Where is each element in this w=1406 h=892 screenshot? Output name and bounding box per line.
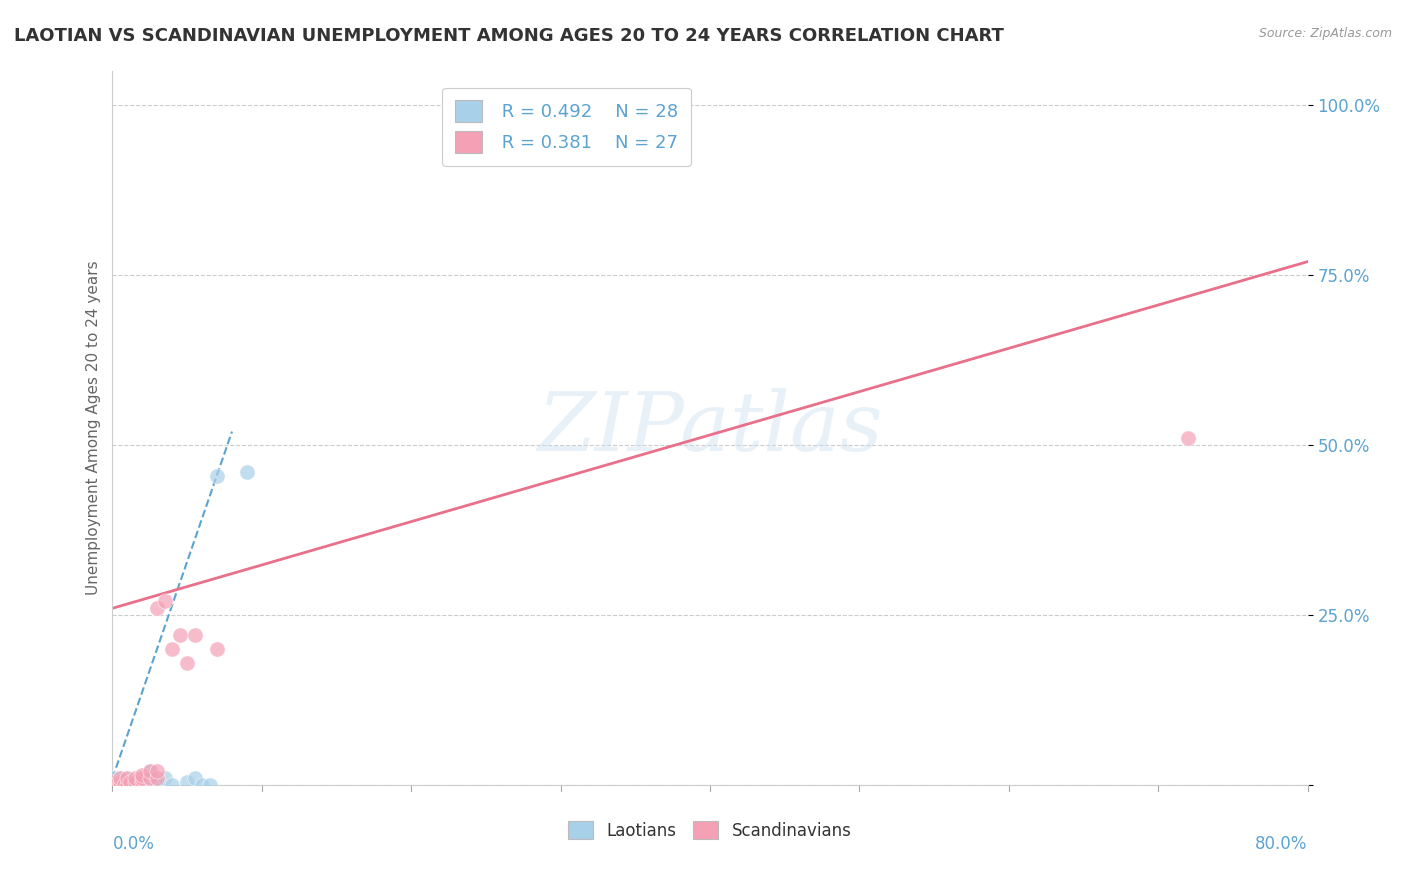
Point (236, 466, 259, 480)
Point (176, 774, 198, 789)
Y-axis label: Unemployment Among Ages 20 to 24 years: Unemployment Among Ages 20 to 24 years (86, 260, 101, 596)
Point (146, 771, 169, 785)
Point (146, 778, 169, 792)
Point (117, 778, 139, 792)
Point (108, 771, 131, 785)
Point (191, 778, 214, 792)
Point (131, 774, 153, 789)
Point (117, 771, 139, 785)
Point (111, 778, 134, 792)
Point (131, 778, 153, 792)
Point (131, 771, 153, 785)
Point (124, 771, 146, 785)
Point (104, 778, 127, 792)
Point (104, 778, 127, 792)
Point (146, 601, 169, 615)
Text: Source: ZipAtlas.com: Source: ZipAtlas.com (1258, 27, 1392, 40)
Point (117, 771, 139, 785)
Point (162, 642, 183, 657)
Point (108, 778, 131, 792)
Point (153, 594, 176, 608)
Point (131, 768, 153, 782)
Text: ZIPatlas: ZIPatlas (537, 388, 883, 468)
Text: 0.0%: 0.0% (112, 835, 155, 853)
Point (183, 771, 205, 785)
Point (108, 778, 131, 792)
Point (153, 771, 176, 785)
Point (108, 774, 131, 789)
Point (101, 778, 124, 792)
Point (124, 778, 146, 792)
Point (117, 774, 139, 789)
Point (139, 771, 162, 785)
Point (108, 771, 131, 785)
Point (205, 468, 228, 483)
Point (1177, 431, 1199, 445)
Point (146, 764, 169, 779)
Legend: Laotians, Scandinavians: Laotians, Scandinavians (560, 814, 860, 848)
Point (205, 642, 228, 657)
Point (162, 778, 183, 792)
Point (114, 778, 135, 792)
Point (139, 764, 162, 779)
Point (131, 774, 153, 789)
Point (176, 656, 198, 670)
Point (124, 774, 146, 789)
Point (101, 771, 124, 785)
Point (101, 774, 124, 789)
Point (139, 764, 162, 779)
Point (139, 771, 162, 785)
Point (124, 774, 146, 789)
Point (117, 778, 139, 792)
Text: 80.0%: 80.0% (1256, 835, 1308, 853)
Point (101, 778, 124, 792)
Point (183, 628, 205, 642)
Text: LAOTIAN VS SCANDINAVIAN UNEMPLOYMENT AMONG AGES 20 TO 24 YEARS CORRELATION CHART: LAOTIAN VS SCANDINAVIAN UNEMPLOYMENT AMO… (14, 27, 1004, 45)
Point (169, 628, 191, 642)
Point (101, 778, 124, 792)
Point (120, 774, 142, 789)
Point (198, 778, 221, 792)
Point (131, 771, 153, 785)
Point (146, 774, 169, 789)
Point (120, 778, 142, 792)
